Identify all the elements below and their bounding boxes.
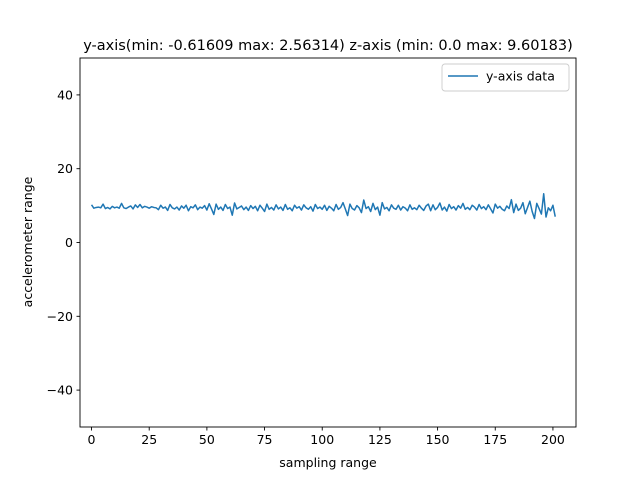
x-tick-label: 125 bbox=[368, 432, 392, 447]
y-tick-label: −40 bbox=[47, 383, 73, 398]
x-axis-label: sampling range bbox=[279, 455, 377, 470]
series-layer bbox=[90, 193, 556, 220]
series-line-y-axis-data bbox=[90, 193, 556, 220]
y-axis-label: accelerometer range bbox=[20, 176, 35, 307]
legend-label: y-axis data bbox=[486, 69, 555, 84]
chart-title: y-axis(min: -0.61609 max: 2.56314) z-axi… bbox=[83, 38, 573, 54]
legend-box bbox=[441, 63, 570, 92]
x-tick-label: 150 bbox=[426, 432, 450, 447]
x-tick-label: 75 bbox=[257, 432, 273, 447]
plot-area-frame bbox=[79, 57, 577, 428]
x-tick-label: 25 bbox=[141, 432, 157, 447]
x-tick-label: 100 bbox=[310, 432, 334, 447]
x-tick-label: 175 bbox=[483, 432, 507, 447]
x-tick-label: 0 bbox=[88, 432, 96, 447]
y-tick-label: 0 bbox=[65, 235, 73, 250]
y-tick-label: 20 bbox=[57, 161, 73, 176]
x-tick-label: 50 bbox=[199, 432, 215, 447]
y-tick-label: 40 bbox=[57, 87, 73, 102]
y-tick-label: −20 bbox=[47, 309, 73, 324]
legend: y-axis data bbox=[441, 63, 570, 92]
axes-layer: 0 25 50 75 100 125 150 175 200 −40 −20 0 20 40 bbox=[47, 87, 565, 447]
x-tick-label: 200 bbox=[541, 432, 565, 447]
